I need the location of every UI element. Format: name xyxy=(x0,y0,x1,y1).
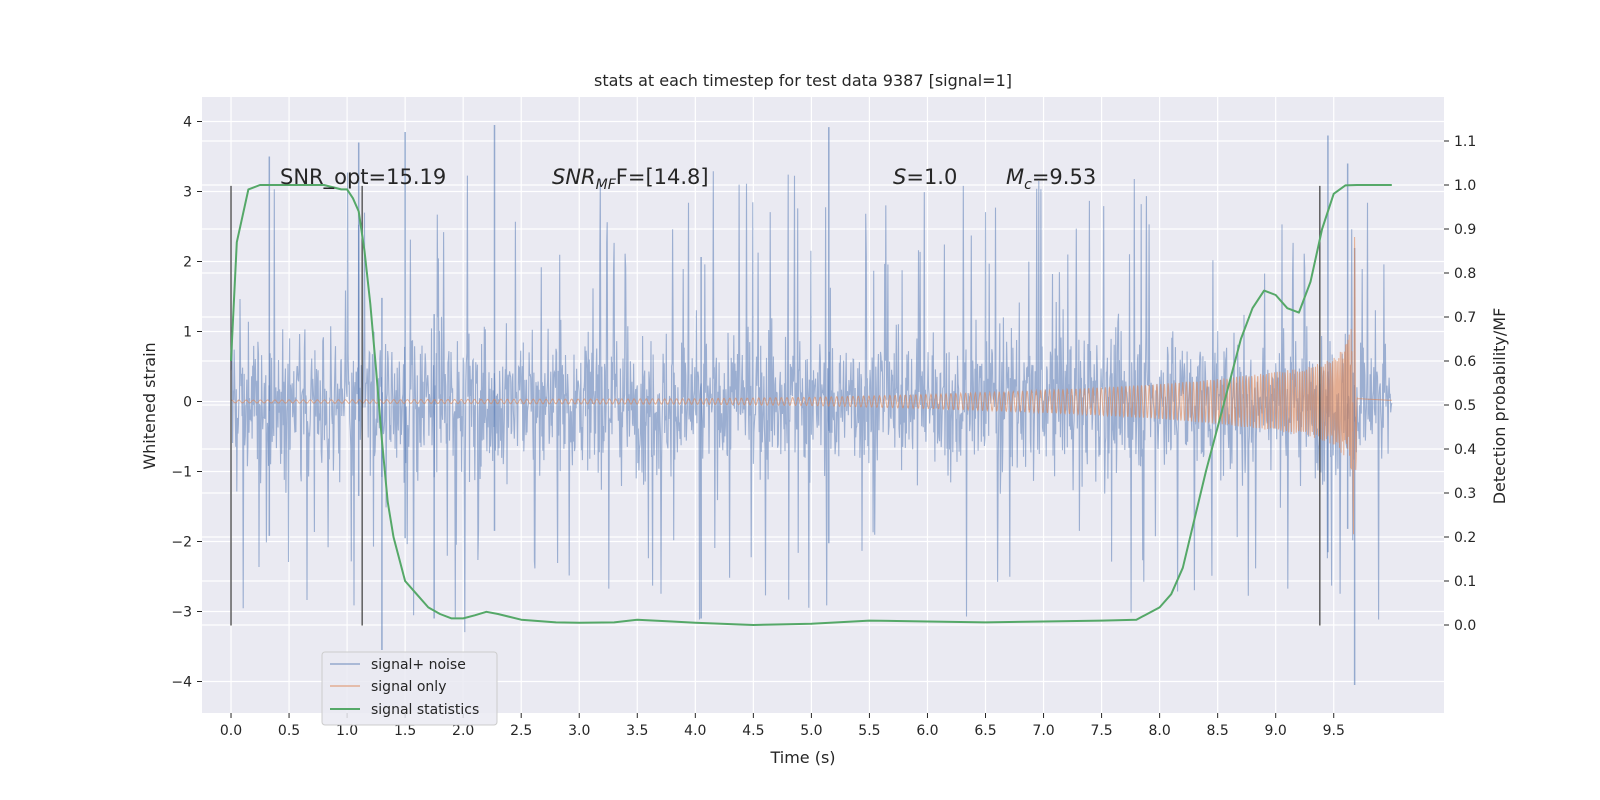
y-tick-label-right: 0.0 xyxy=(1454,618,1476,634)
annotation-snr-opt: SNR_opt=15.19 xyxy=(280,165,446,190)
annotation-snr-mf: SNRMFF=[14.8] xyxy=(552,165,709,193)
annotation-mc: Mc=9.53 xyxy=(1006,165,1096,193)
x-tick-label: 4.0 xyxy=(684,723,706,739)
y-tick-label-right: 0.2 xyxy=(1454,530,1476,546)
x-tick-label: 0.5 xyxy=(278,723,300,739)
annotation-mc-sub: c xyxy=(1024,177,1032,193)
y-tick-label-right: 0.5 xyxy=(1454,398,1476,414)
x-tick-label: 1.5 xyxy=(394,723,416,739)
x-tick-label: 0.0 xyxy=(220,723,242,739)
annotation-mc-main: M xyxy=(1006,165,1024,189)
y-tick-label-right: 0.6 xyxy=(1454,354,1476,370)
annotation-snr-mf-tail: F=[14.8] xyxy=(616,165,709,189)
x-tick-label: 9.0 xyxy=(1265,723,1287,739)
x-tick-label: 6.5 xyxy=(974,723,996,739)
x-axis-label: Time (s) xyxy=(769,748,835,767)
y-axis-label-left: Whitened strain xyxy=(140,342,159,469)
y-tick-label-left: 3 xyxy=(183,185,192,201)
series-signal-statistics xyxy=(230,184,1392,626)
y-tick-label-left: 2 xyxy=(183,255,192,271)
x-tick-label: 7.0 xyxy=(1032,723,1054,739)
x-tick-label: 1.0 xyxy=(336,723,358,739)
x-tick-label: 2.0 xyxy=(452,723,474,739)
y-tick-label-left: 1 xyxy=(183,325,192,341)
x-tick-label: 7.5 xyxy=(1090,723,1112,739)
x-tick-label: 5.0 xyxy=(800,723,822,739)
legend-label-signal-plus-noise: signal+ noise xyxy=(371,657,466,673)
y-tick-label-right: 0.8 xyxy=(1454,266,1476,282)
y-tick-label-right: 0.4 xyxy=(1454,442,1476,458)
annotation-snr-mf-main: SNR xyxy=(552,165,596,189)
legend-label-signal-statistics: signal statistics xyxy=(371,702,479,718)
annotation-s: S=1.0 xyxy=(893,165,957,189)
x-tick-label: 2.5 xyxy=(510,723,532,739)
x-tick-label: 4.5 xyxy=(742,723,764,739)
series-signal-plus-noise xyxy=(230,125,1393,685)
y-axis-label-right: Detection probability/MF xyxy=(1490,308,1509,505)
chart-title: stats at each timestep for test data 938… xyxy=(594,71,1012,90)
signal-only-line xyxy=(230,236,1392,535)
x-tick-label: 9.5 xyxy=(1323,723,1345,739)
y-tick-label-left: 4 xyxy=(183,115,192,131)
y-tick-label-right: 0.3 xyxy=(1454,486,1476,502)
legend: signal+ noise signal only signal statist… xyxy=(321,651,498,726)
y-tick-label-right: 0.7 xyxy=(1454,310,1476,326)
annotation-mc-tail: =9.53 xyxy=(1032,165,1096,189)
signal-statistics-line xyxy=(230,184,1392,626)
y-tick-label-right: 1.1 xyxy=(1454,134,1476,150)
y-tick-label-left: −1 xyxy=(171,465,192,481)
y-tick-label-left: 0 xyxy=(183,395,192,411)
series-signal-only xyxy=(230,236,1392,535)
y-tick-label-right: 1.0 xyxy=(1454,178,1476,194)
x-tick-label: 8.5 xyxy=(1207,723,1229,739)
x-tick-label: 3.0 xyxy=(568,723,590,739)
y-tick-label-left: −3 xyxy=(171,605,192,621)
annotation-s-main: S xyxy=(893,165,906,189)
y-tick-label-right: 0.1 xyxy=(1454,574,1476,590)
x-tick-label: 5.5 xyxy=(858,723,880,739)
ticks: 0.0 0.5 1.0 1.5 2.0 2.5 3.0 3.5 4.0 4.5 5.0 5.5 6.0 6… xyxy=(171,115,1476,740)
annotation-s-tail: =1.0 xyxy=(906,165,957,189)
vertical-markers xyxy=(230,185,1321,626)
x-tick-label: 6.0 xyxy=(916,723,938,739)
y-tick-label-left: −4 xyxy=(171,675,192,691)
x-tick-label: 3.5 xyxy=(626,723,648,739)
x-tick-label: 8.0 xyxy=(1148,723,1170,739)
y-tick-label-right: 0.9 xyxy=(1454,222,1476,238)
y-tick-label-left: −2 xyxy=(171,535,192,551)
legend-box xyxy=(321,651,498,726)
legend-label-signal-only: signal only xyxy=(371,679,446,695)
signal-plus-noise-line xyxy=(230,171,1393,633)
annotation-snr-mf-sub: MF xyxy=(596,177,617,193)
